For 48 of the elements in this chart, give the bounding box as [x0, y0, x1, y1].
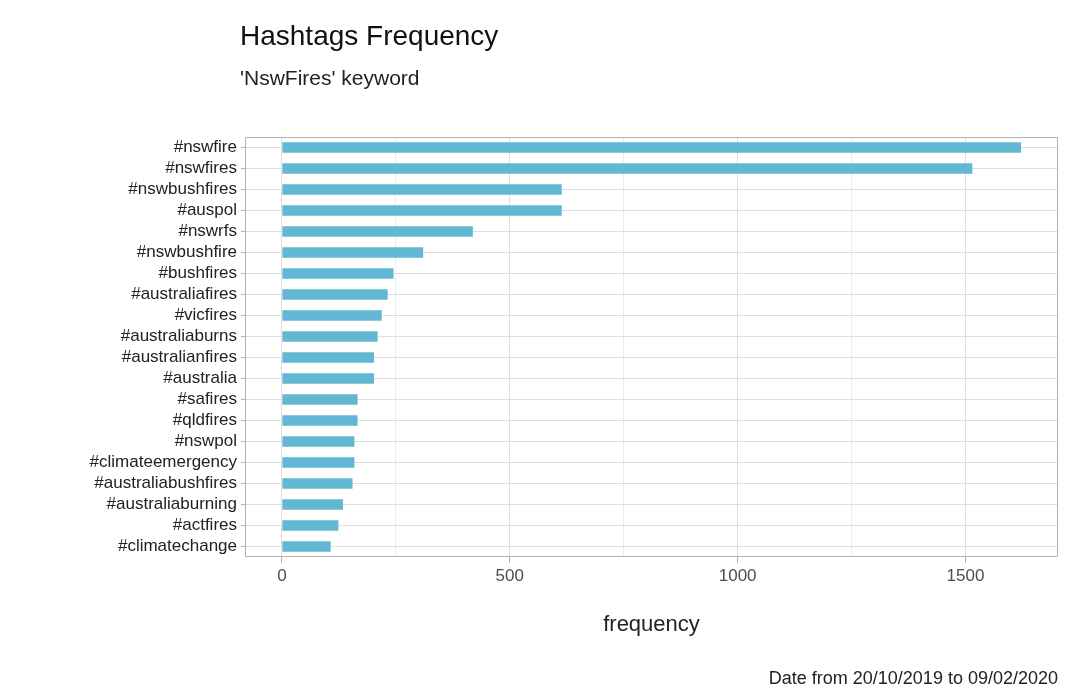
x-tick-label: 500	[495, 565, 524, 585]
bar	[282, 289, 388, 300]
bar	[282, 478, 353, 489]
y-tick-label: #auspol	[177, 200, 237, 220]
y-tick-label: #australiaburns	[120, 326, 237, 346]
text: Date from 20/10/2019 to 09/02/2020	[768, 668, 1058, 689]
x-axis-title: frequency	[603, 610, 700, 636]
bar	[282, 310, 382, 321]
bar	[282, 184, 562, 195]
y-tick-label: #australia	[163, 368, 238, 388]
bar	[282, 499, 343, 510]
y-tick-label: #nswfires	[165, 158, 237, 178]
bar	[282, 142, 1022, 153]
x-tick-label: 1000	[718, 565, 757, 585]
y-tick-label: #australianfires	[121, 347, 237, 367]
y-tick-label: #australiaburning	[106, 494, 237, 514]
y-tick-label: #actfires	[172, 515, 237, 535]
bar	[282, 226, 473, 237]
bar	[282, 163, 973, 174]
x-tick-label: 0	[277, 565, 287, 585]
chart-title: Hashtags Frequency	[240, 20, 499, 52]
y-tick-label: #bushfires	[158, 263, 237, 283]
bar	[282, 541, 331, 552]
y-tick-label: #nswfire	[173, 137, 237, 157]
bar	[282, 373, 374, 384]
y-tick-label: #safires	[177, 389, 237, 409]
y-tick-label: #nswpol	[174, 431, 237, 451]
bar	[282, 436, 355, 447]
bar	[282, 520, 339, 531]
bar	[282, 268, 394, 279]
chart-subtitle: 'NswFires' keyword	[240, 66, 420, 90]
y-tick-label: #nswrfs	[178, 221, 237, 241]
bar	[282, 457, 355, 468]
y-tick-label: #nswbushfires	[128, 179, 237, 199]
y-tick-label: #australiafires	[131, 284, 237, 304]
y-tick-label: #australiabushfires	[94, 473, 237, 493]
x-tick-label: 1500	[946, 565, 985, 585]
bar	[282, 331, 378, 342]
y-tick-label: #nswbushfire	[136, 242, 237, 262]
bar	[282, 205, 562, 216]
y-tick-label: #climatechange	[117, 536, 237, 556]
bar	[282, 352, 374, 363]
bar	[282, 394, 358, 405]
bar	[282, 415, 358, 426]
y-tick-label: #qldfires	[172, 410, 237, 430]
y-tick-label: #vicfires	[174, 305, 237, 325]
bar	[282, 247, 424, 258]
y-tick-label: #climateemergency	[89, 452, 238, 472]
